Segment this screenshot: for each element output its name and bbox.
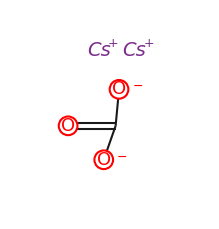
Text: Cs: Cs [122, 41, 146, 60]
Text: Cs: Cs [87, 41, 111, 60]
Text: +: + [108, 37, 118, 50]
Circle shape [110, 80, 128, 99]
Text: −: − [117, 150, 128, 164]
Text: −: − [132, 80, 143, 93]
Text: O: O [97, 151, 111, 169]
Text: O: O [61, 117, 75, 135]
Circle shape [94, 150, 113, 169]
Circle shape [59, 117, 78, 135]
Text: +: + [143, 37, 154, 50]
Text: O: O [112, 80, 126, 98]
